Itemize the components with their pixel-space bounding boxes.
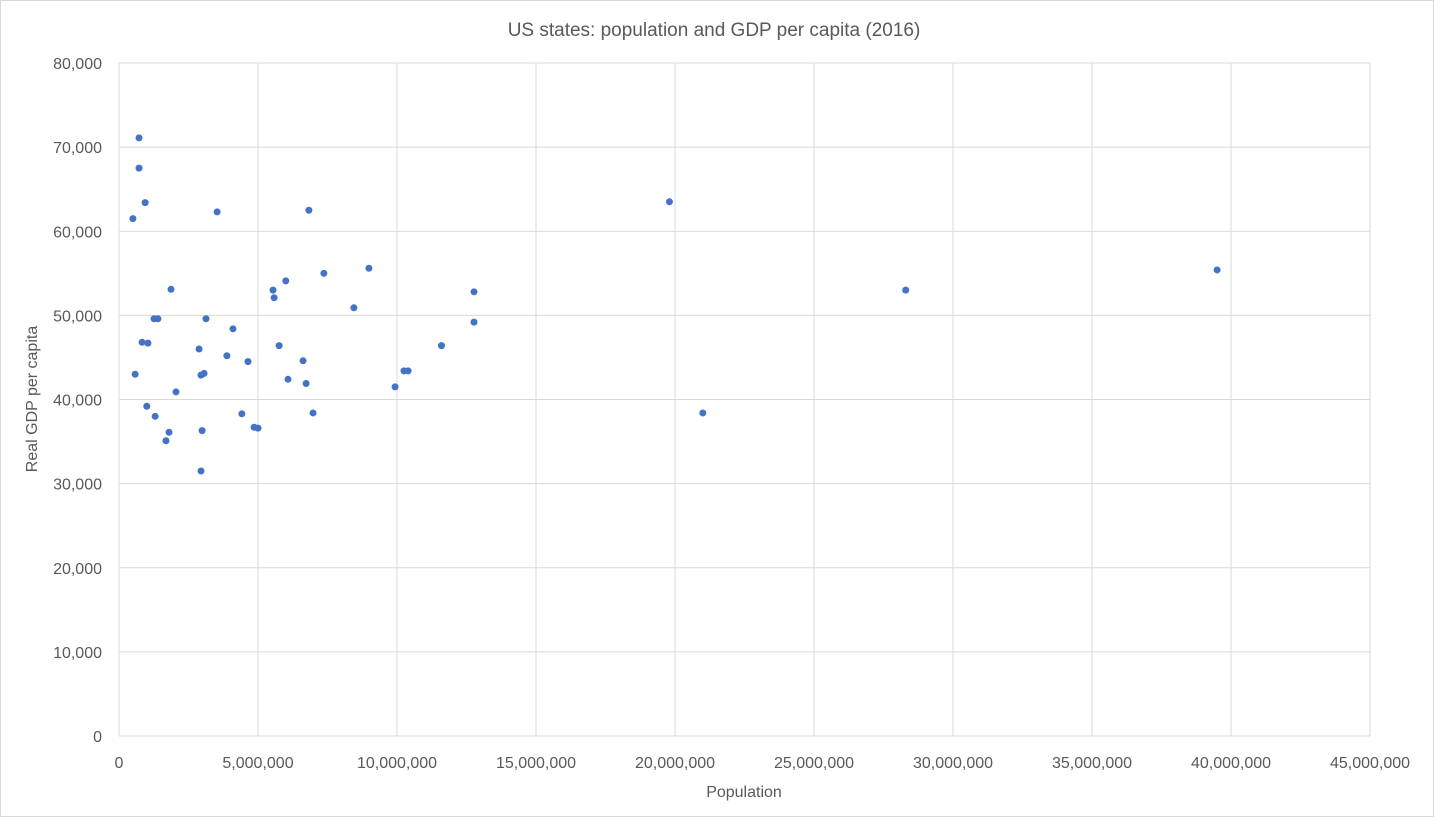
y-tick-label: 20,000: [53, 561, 102, 578]
data-point: [143, 402, 151, 410]
data-point: [470, 318, 478, 326]
y-tick-label: 0: [93, 729, 102, 746]
x-tick-label: 25,000,000: [774, 755, 854, 772]
data-point: [437, 342, 445, 350]
data-point: [135, 134, 143, 142]
data-point: [200, 369, 208, 377]
data-point: [131, 370, 139, 378]
x-tick-label: 5,000,000: [222, 755, 293, 772]
data-point: [902, 286, 910, 294]
data-point: [138, 338, 146, 346]
data-point: [202, 315, 210, 323]
x-tick-label: 15,000,000: [496, 755, 576, 772]
data-point: [365, 264, 373, 272]
x-tick-label: 0: [115, 755, 124, 772]
data-point: [162, 437, 170, 445]
y-tick-label: 10,000: [53, 645, 102, 662]
data-point: [350, 304, 358, 312]
data-point: [144, 339, 152, 347]
x-tick-label: 20,000,000: [635, 755, 715, 772]
data-point: [299, 357, 307, 365]
data-point: [198, 427, 206, 435]
y-tick-label: 60,000: [53, 224, 102, 241]
data-point: [229, 325, 237, 333]
data-point: [270, 294, 278, 302]
y-tick-label: 40,000: [53, 393, 102, 410]
data-point: [404, 367, 412, 375]
data-point: [167, 285, 175, 293]
data-point: [151, 412, 159, 420]
data-point: [302, 380, 310, 388]
data-point: [275, 342, 283, 350]
data-point: [269, 286, 277, 294]
data-point: [282, 277, 290, 285]
data-point: [165, 428, 173, 436]
data-point: [305, 206, 313, 214]
data-point: [699, 409, 707, 417]
data-point: [320, 269, 328, 277]
x-tick-label: 45,000,000: [1330, 755, 1410, 772]
y-tick-label: 80,000: [53, 56, 102, 73]
x-tick-label: 30,000,000: [913, 755, 993, 772]
data-point: [470, 288, 478, 296]
data-point: [309, 409, 317, 417]
y-axis-label: Real GDP per capita: [24, 326, 41, 473]
x-axis-label: Population: [706, 784, 782, 801]
data-point: [284, 375, 292, 383]
y-tick-label: 70,000: [53, 140, 102, 157]
data-point: [213, 208, 221, 216]
data-point: [1213, 266, 1221, 274]
data-point: [665, 198, 673, 206]
y-tick-label: 30,000: [53, 477, 102, 494]
x-tick-label: 35,000,000: [1052, 755, 1132, 772]
y-tick-label: 50,000: [53, 308, 102, 325]
data-point: [129, 215, 137, 223]
x-tick-label: 40,000,000: [1191, 755, 1271, 772]
data-point: [135, 164, 143, 172]
data-point: [391, 383, 399, 391]
data-point: [244, 358, 252, 366]
data-point: [141, 199, 149, 207]
chart-title: US states: population and GDP per capita…: [508, 20, 921, 41]
data-point: [223, 352, 231, 360]
data-point: [172, 388, 180, 396]
data-point: [154, 315, 162, 323]
data-point: [254, 424, 262, 432]
x-tick-label: 10,000,000: [357, 755, 437, 772]
data-point: [197, 467, 205, 475]
data-point: [195, 345, 203, 353]
data-point: [238, 410, 246, 418]
